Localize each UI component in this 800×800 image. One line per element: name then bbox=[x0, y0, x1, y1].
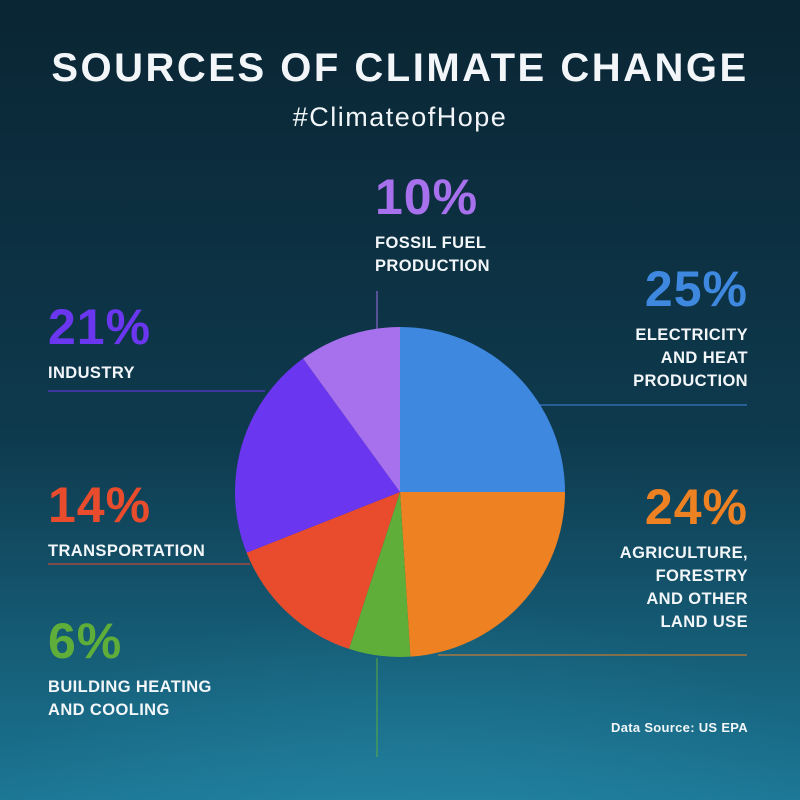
agriculture-percent: 24% bbox=[644, 479, 748, 535]
data-source-note: Data Source: US EPA bbox=[611, 720, 748, 735]
agriculture-caption: AGRICULTURE, FORESTRY AND OTHER LAND USE bbox=[619, 544, 748, 632]
pie-slice-electricity-and-heat-production bbox=[400, 327, 565, 492]
fossil-fuel-percent: 10% bbox=[375, 169, 479, 225]
transportation-caption: TRANSPORTATION bbox=[48, 542, 206, 560]
pie-slice-transportation bbox=[246, 492, 400, 649]
transportation-percent: 14% bbox=[48, 477, 152, 533]
label-group-building: 6% BUILDING HEATING AND COOLING bbox=[48, 616, 212, 722]
industry-percent: 21% bbox=[48, 299, 152, 355]
pie-slice-fossil-fuel-production bbox=[303, 327, 400, 492]
label-group-electricity: 25% ELECTRICITY AND HEAT PRODUCTION bbox=[633, 264, 748, 393]
fossil-fuel-caption: FOSSIL FUEL PRODUCTION bbox=[375, 234, 490, 276]
pie-slice-industry bbox=[235, 358, 400, 553]
building-caption: BUILDING HEATING AND COOLING bbox=[48, 678, 212, 720]
electricity-caption: ELECTRICITY AND HEAT PRODUCTION bbox=[633, 326, 748, 391]
label-group-fossil-fuel: 10% FOSSIL FUEL PRODUCTION bbox=[375, 172, 490, 278]
leader-lines bbox=[48, 291, 747, 757]
label-group-transportation: 14% TRANSPORTATION bbox=[48, 480, 205, 563]
industry-caption: INDUSTRY bbox=[48, 364, 135, 382]
building-percent: 6% bbox=[48, 613, 123, 669]
page-title: SOURCES OF CLIMATE CHANGE bbox=[51, 46, 749, 90]
page-subtitle: #ClimateofHope bbox=[292, 102, 508, 132]
electricity-percent: 25% bbox=[644, 261, 748, 317]
label-group-agriculture: 24% AGRICULTURE, FORESTRY AND OTHER LAND… bbox=[620, 482, 748, 634]
label-group-industry: 21% INDUSTRY bbox=[48, 302, 151, 385]
pie-slice-agriculture-forestry-and-other-land-use bbox=[400, 492, 565, 657]
pie-slice-building-heating-and-cooling bbox=[349, 492, 411, 657]
pie-slices bbox=[235, 327, 565, 657]
